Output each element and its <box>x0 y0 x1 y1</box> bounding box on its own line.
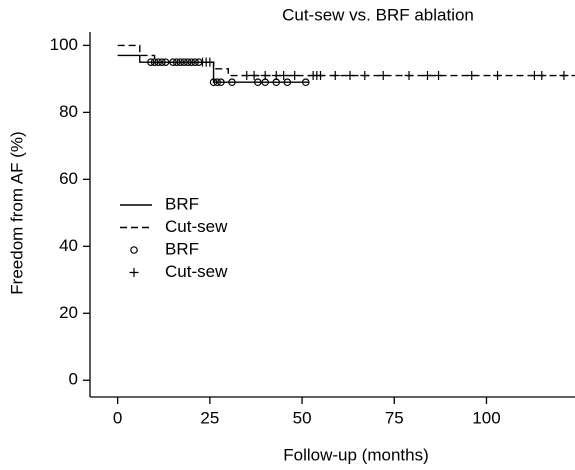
censor-mark <box>228 78 236 87</box>
censor-mark <box>249 71 259 81</box>
censor-mark <box>360 71 370 81</box>
censor-mark <box>213 78 222 87</box>
x-axis-label: Follow-up (months) <box>283 445 429 464</box>
x-tick-label: 100 <box>472 408 500 427</box>
censor-mark <box>467 71 477 81</box>
censor-mark <box>345 71 355 81</box>
censor-mark <box>172 58 181 66</box>
legend-label: BRF <box>165 194 199 213</box>
x-tick-label: 0 <box>113 408 122 427</box>
censor-mark <box>260 71 270 81</box>
legend-marker <box>130 246 138 254</box>
survival-step <box>117 54 310 83</box>
y-tick-label: 80 <box>59 102 78 121</box>
censor-mark <box>161 58 170 66</box>
censor-mark <box>150 58 159 66</box>
censor-mark <box>180 58 188 66</box>
censor-mark <box>404 71 414 81</box>
censor-mark <box>279 71 289 81</box>
legend-label: Cut-sew <box>165 217 228 236</box>
y-axis-label: Freedom from AF (%) <box>7 131 26 294</box>
censor-mark <box>154 58 163 66</box>
censor-mark <box>176 58 185 66</box>
censor-mark <box>183 58 192 66</box>
censor-mark <box>434 71 444 81</box>
censor-mark <box>559 71 569 81</box>
y-tick-label: 20 <box>59 303 78 322</box>
censor-mark <box>147 58 155 66</box>
censor-mark <box>493 71 503 81</box>
legend-label: BRF <box>165 239 199 258</box>
censor-mark <box>283 78 292 87</box>
censor-mark <box>217 78 225 87</box>
legend-marker <box>129 268 139 277</box>
censor-mark <box>254 78 262 87</box>
y-tick-label: 40 <box>59 236 78 255</box>
censor-mark <box>290 71 300 81</box>
y-tick-label: 60 <box>59 169 78 188</box>
censor-mark <box>187 58 196 66</box>
censor-mark <box>158 58 166 66</box>
y-tick-label: 100 <box>50 35 78 54</box>
x-tick-label: 25 <box>200 408 219 427</box>
x-tick-label: 50 <box>293 408 312 427</box>
censor-mark <box>378 71 388 81</box>
chart-title: Cut-sew vs. BRF ablation <box>282 5 474 24</box>
censor-mark <box>301 78 310 87</box>
censor-mark <box>422 71 432 81</box>
y-tick-label: 0 <box>69 370 78 389</box>
censor-mark <box>169 58 177 66</box>
censor-mark <box>209 78 218 87</box>
censor-mark <box>537 71 547 81</box>
x-tick-label: 75 <box>385 408 404 427</box>
censor-mark <box>330 71 340 81</box>
censor-mark <box>316 71 326 81</box>
censor-mark <box>205 57 215 67</box>
legend-label: Cut-sew <box>165 262 228 281</box>
